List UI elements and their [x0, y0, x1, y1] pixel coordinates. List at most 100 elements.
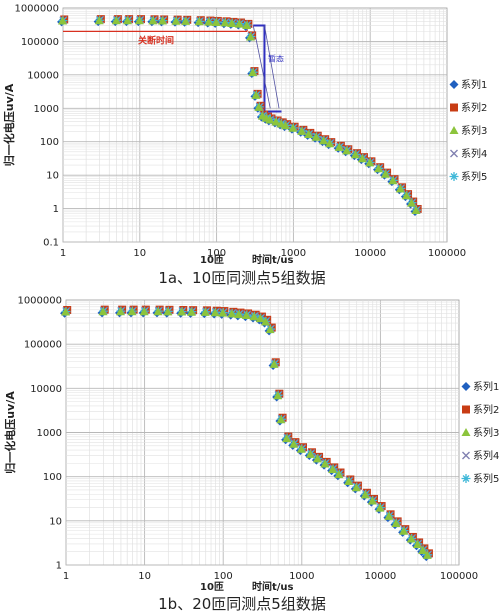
data-point — [391, 518, 401, 527]
data-point — [245, 32, 255, 41]
legend-marker — [449, 80, 459, 89]
data-point — [186, 307, 196, 316]
y-tick-label: 100000 — [21, 37, 59, 48]
data-point — [334, 470, 344, 479]
data-point — [395, 184, 405, 193]
data-point — [388, 176, 398, 185]
plot-area — [62, 7, 448, 243]
x-axis-prefix-label: 10匝 — [200, 254, 224, 266]
legend-label: 系列1 — [473, 380, 499, 393]
x-tick-label: 1000 — [281, 248, 306, 259]
data-point — [255, 314, 265, 323]
data-point — [373, 164, 383, 173]
data-point — [288, 123, 298, 132]
chart-caption: 1a、10匝同测点5组数据 — [158, 269, 325, 287]
legend-marker — [462, 451, 470, 460]
data-point — [241, 310, 251, 319]
data-point — [305, 449, 315, 458]
legend-marker — [450, 149, 458, 158]
data-point — [271, 117, 281, 126]
y-tick-label: 1000000 — [14, 4, 59, 15]
chart-panel-1: 1 10 100 1000 10000 1000000.11101001000100001… — [2, 4, 487, 288]
data-point — [380, 169, 390, 178]
transient-annotation: 暂态 — [268, 54, 284, 64]
y-tick-label: 1 — [56, 561, 62, 572]
data-point — [365, 158, 375, 167]
data-point — [227, 309, 237, 318]
y-tick-label: 1000000 — [17, 296, 62, 307]
legend-label: 系列5 — [473, 472, 499, 485]
data-point — [384, 511, 394, 520]
data-point — [311, 132, 321, 141]
data-point — [58, 16, 68, 25]
x-tick-label: 10 — [133, 248, 146, 259]
data-point — [265, 325, 275, 334]
data-point — [304, 129, 314, 138]
data-point — [273, 391, 283, 400]
y-tick-label: 100 — [43, 472, 62, 483]
data-point — [411, 206, 421, 215]
data-point — [98, 307, 108, 316]
data-point — [111, 16, 121, 25]
data-point — [61, 307, 71, 316]
data-point — [360, 490, 370, 499]
legend-label: 系列3 — [473, 426, 499, 439]
x-tick-label: 100000 — [440, 571, 478, 582]
data-point — [282, 434, 292, 443]
data-point — [227, 18, 237, 27]
data-point — [418, 545, 428, 554]
y-tick-label: 10 — [49, 516, 62, 527]
data-point — [320, 459, 330, 468]
data-point — [367, 496, 377, 505]
legend-label: 系列1 — [461, 78, 487, 91]
data-point — [134, 16, 144, 25]
chart-caption: 1b、20匝同测点5组数据 — [158, 595, 326, 613]
data-point — [328, 464, 338, 473]
data-point — [334, 142, 344, 151]
chart-panel-2: 1 10 100 1000 10000 100000 1 10 100 1000 10000 1000… — [3, 296, 499, 614]
data-point — [204, 17, 214, 26]
legend-marker — [450, 103, 458, 112]
data-point — [375, 503, 385, 512]
data-point — [148, 16, 158, 25]
data-point — [269, 359, 279, 368]
y-tick-label: 1000 — [37, 428, 62, 439]
x-tick-label: 10000 — [354, 248, 386, 259]
data-point — [115, 307, 125, 316]
x-tick-label: 1 — [63, 571, 69, 582]
x-tick-label: 1 — [60, 248, 66, 259]
x-axis-prefix-label: 10匝 — [200, 581, 224, 593]
data-point — [260, 317, 270, 326]
data-point — [139, 307, 149, 316]
legend-marker — [449, 172, 459, 181]
data-point — [157, 16, 167, 25]
legend-marker — [461, 382, 471, 391]
data-point — [194, 17, 204, 26]
data-point — [280, 121, 290, 130]
y-tick-label: 100000 — [24, 340, 62, 351]
data-point — [254, 102, 264, 111]
data-point — [357, 154, 367, 163]
data-point — [422, 550, 432, 559]
series-3 — [61, 307, 432, 559]
y-tick-label: 10 — [46, 171, 59, 182]
data-point — [296, 444, 306, 453]
y-axis-label: 归一化电压uv/A — [2, 83, 16, 166]
data-point — [211, 17, 221, 26]
data-point — [220, 18, 230, 27]
x-tick-label: 100 — [214, 571, 233, 582]
data-point — [351, 483, 361, 492]
legend-label: 系列2 — [473, 403, 499, 416]
legend: 系列1 系列2 系列3 系列4 系列5 — [449, 78, 487, 183]
data-point — [289, 439, 299, 448]
legend: 系列1 系列2 系列3 系列4 系列5 — [461, 380, 499, 485]
data-point — [318, 136, 328, 145]
y-tick-label: 1 — [53, 204, 59, 215]
series-3 — [58, 16, 421, 215]
data-point — [297, 126, 307, 135]
data-point — [171, 16, 181, 25]
y-tick-label: 1000 — [34, 104, 59, 115]
legend-marker — [461, 428, 471, 436]
data-point — [200, 307, 210, 316]
